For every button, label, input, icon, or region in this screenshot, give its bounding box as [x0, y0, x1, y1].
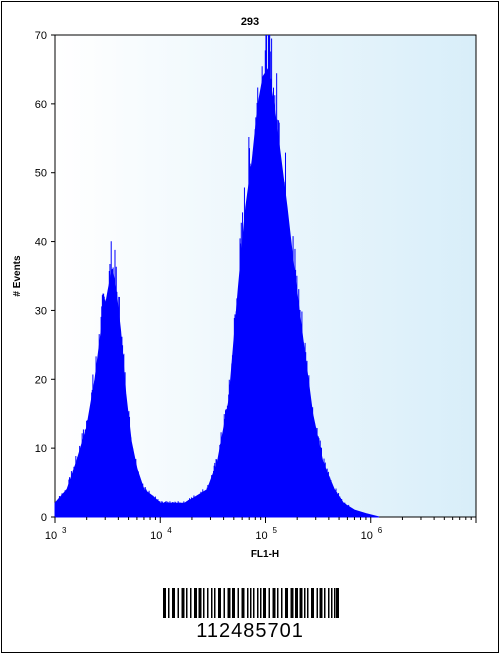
barcode-bar	[223, 588, 225, 618]
barcode-bar	[177, 588, 179, 618]
y-axis-ticks: 0 10 20 30 40 50 60 70	[35, 30, 55, 524]
y-tick-label: 50	[35, 168, 47, 180]
barcode-bar	[281, 588, 283, 618]
barcode-bar	[207, 588, 209, 618]
barcode-bar	[190, 588, 192, 618]
y-tick-label: 10	[35, 443, 47, 455]
x-tick-label: 10	[255, 530, 267, 542]
barcode-bar	[295, 588, 298, 618]
barcode-bar	[194, 588, 197, 618]
barcode-bar	[250, 588, 252, 618]
barcode-bar	[290, 588, 294, 618]
barcode-bar	[336, 588, 339, 618]
barcode-bar	[237, 588, 239, 618]
y-tick-label: 30	[35, 305, 47, 317]
y-tick-label: 20	[35, 374, 47, 386]
histogram-bars	[54, 35, 380, 518]
barcode-bar	[328, 588, 330, 618]
x-tick-label: 10	[361, 530, 373, 542]
barcode-bar	[316, 588, 318, 618]
barcode-bar	[253, 588, 255, 618]
y-tick-label: 40	[35, 237, 47, 249]
barcode-bar	[299, 588, 303, 618]
x-tick-exponent: 4	[167, 526, 172, 535]
barcode-bar	[277, 588, 279, 618]
barcode-bar	[163, 588, 166, 618]
barcode-bar	[285, 588, 288, 618]
barcode-bar	[257, 588, 259, 618]
barcode-bar	[214, 588, 216, 618]
barcode-bar	[218, 588, 221, 618]
barcode-bar	[319, 588, 323, 618]
barcode-bar	[272, 588, 276, 618]
barcode-bar	[181, 588, 185, 618]
y-tick-label: 70	[35, 30, 47, 42]
y-tick-label: 60	[35, 99, 47, 111]
barcode-bar	[211, 588, 213, 618]
barcode-bar	[172, 588, 175, 618]
barcode-bar	[331, 588, 333, 618]
barcode-bar	[227, 588, 231, 618]
x-axis-label: FL1-H	[251, 549, 279, 560]
y-axis-label: # Events	[12, 255, 23, 297]
barcode-bar	[307, 588, 309, 618]
barcode-bar	[186, 588, 188, 618]
barcode-bar	[241, 588, 245, 618]
barcode-bar	[324, 588, 326, 618]
barcode	[163, 588, 339, 618]
barcode-bar	[232, 588, 235, 618]
x-tick-label: 10	[150, 530, 162, 542]
x-axis-ticks: 10 3 10 4 10 5 10 6	[45, 517, 477, 542]
barcode-bar	[334, 588, 336, 618]
x-tick-exponent: 3	[62, 526, 67, 535]
catalog-number: 112485701	[196, 620, 304, 642]
barcode-bar	[263, 588, 266, 618]
x-tick-exponent: 6	[378, 526, 383, 535]
barcode-bar	[198, 588, 202, 618]
barcode-bar	[311, 588, 314, 618]
y-tick-label: 0	[41, 512, 47, 524]
barcode-bar	[168, 588, 170, 618]
barcode-bar	[247, 588, 249, 618]
x-tick-label: 10	[45, 530, 57, 542]
barcode-bar	[268, 588, 270, 618]
barcode-bar	[260, 588, 262, 618]
barcode-bar	[304, 588, 306, 618]
x-tick-exponent: 5	[273, 526, 278, 535]
chart-title: 293	[241, 16, 259, 28]
barcode-bar	[203, 588, 205, 618]
